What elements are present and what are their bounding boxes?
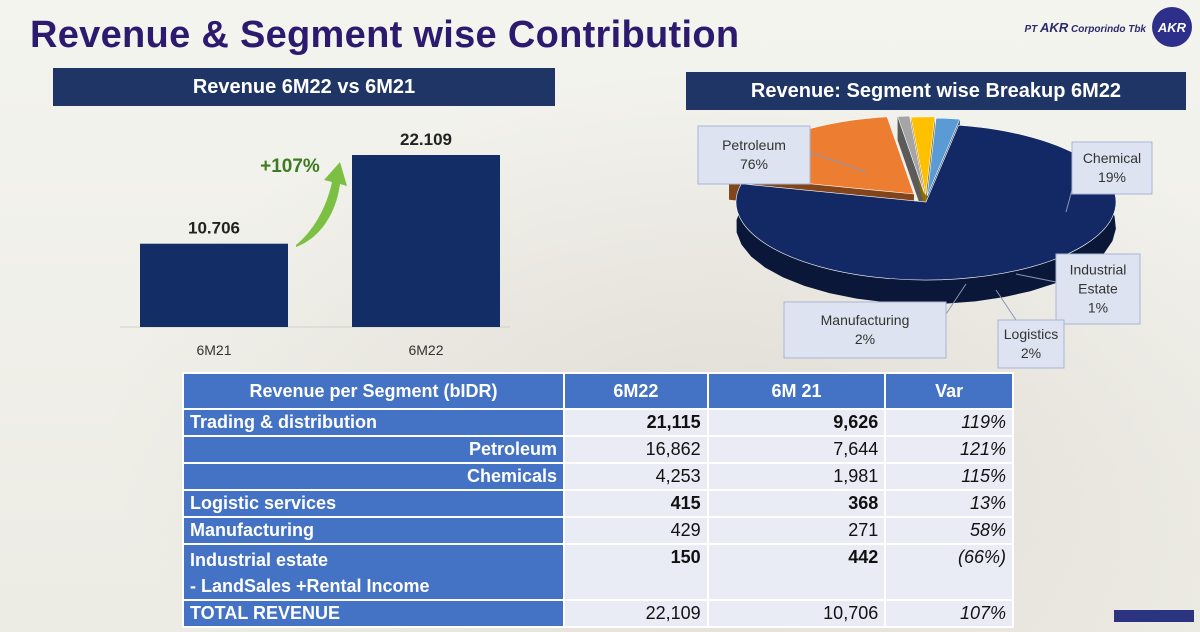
row-value-6m21: 368	[706, 489, 887, 518]
table-row: Chemicals 4,253 1,981 115%	[182, 462, 1014, 491]
row-value-6m21: 442	[706, 543, 887, 601]
row-var: (66%)	[884, 543, 1014, 601]
row-value-6m22: 415	[563, 489, 709, 518]
row-value-6m21: 10,706	[706, 599, 887, 628]
brand-suffix: Corporindo Tbk	[1071, 23, 1146, 35]
pie-callout-chemical: Chemical 19%	[1065, 141, 1153, 213]
row-var: 58%	[884, 516, 1014, 545]
header-6m21: 6M 21	[706, 372, 887, 410]
corner-accent-bar	[1114, 610, 1194, 622]
bar-category-label: 6M21	[196, 342, 231, 358]
pie-label-text: Estate	[1078, 281, 1118, 297]
pie-label-text: 2%	[855, 331, 875, 347]
brand-logo: AKR	[1152, 7, 1192, 47]
pie-label-text: Industrial	[1070, 262, 1127, 278]
pie-slice-manufacturing	[926, 117, 961, 197]
table-row: Logistic services 415 368 13%	[182, 489, 1014, 518]
segment-breakup-banner: Revenue: Segment wise Breakup 6M22	[686, 72, 1186, 110]
row-var: 115%	[884, 462, 1014, 491]
page-title: Revenue & Segment wise Contribution	[30, 14, 740, 56]
row-label: Trading & distribution	[182, 408, 565, 437]
brand-prefix: PT	[1024, 23, 1038, 35]
row-var: 119%	[884, 408, 1014, 437]
revenue-bar-chart: 10.706 6M21 22.109 6M22 +107%	[100, 110, 520, 360]
growth-arrow-icon	[296, 162, 347, 247]
row-value-6m22: 21,115	[563, 408, 709, 437]
header-6m22: 6M22	[563, 372, 709, 410]
pie-label-text: Petroleum	[722, 137, 786, 153]
row-value-6m21: 271	[706, 516, 887, 545]
row-label: Petroleum	[182, 435, 565, 464]
row-value-6m21: 9,626	[706, 408, 887, 437]
bar-value-label: 10.706	[188, 219, 240, 238]
row-label: Chemicals	[182, 462, 565, 491]
table-row: TOTAL REVENUE 22,109 10,706 107%	[182, 599, 1014, 628]
pie-label-text: 1%	[1088, 300, 1108, 316]
table-row: Petroleum 16,862 7,644 121%	[182, 435, 1014, 464]
pie-label-text: 76%	[740, 156, 768, 172]
row-label: TOTAL REVENUE	[182, 599, 565, 628]
row-label: Logistic services	[182, 489, 565, 518]
pie-callout-industrial-estate: Industrial Estate 1%	[1015, 253, 1141, 325]
segment-pie-chart: Petroleum 76% Chemical 19% Industrial Estate 1…	[686, 112, 1186, 370]
row-value-6m22: 150	[563, 543, 709, 601]
brand-text: PT AKR Corporindo Tbk	[1024, 20, 1146, 35]
row-label-line1: Industrial estate	[190, 550, 329, 570]
row-value-6m22: 429	[563, 516, 709, 545]
row-label-line2: - LandSales +Rental Income	[190, 576, 430, 596]
bar-value-label: 22.109	[400, 130, 452, 149]
revenue-comparison-banner: Revenue 6M22 vs 6M21	[53, 68, 555, 106]
pie-label-text: Chemical	[1083, 150, 1141, 166]
row-value-6m21: 1,981	[706, 462, 887, 491]
table-row: Manufacturing 429 271 58%	[182, 516, 1014, 545]
bar-6M21	[140, 243, 288, 327]
table-header-row: Revenue per Segment (bIDR) 6M22 6M 21 Va…	[182, 372, 1014, 410]
row-var: 107%	[884, 599, 1014, 628]
bar-category-label: 6M22	[408, 342, 443, 358]
brand: PT AKR Corporindo Tbk AKR	[1024, 6, 1192, 48]
row-var: 13%	[884, 489, 1014, 518]
pie-label-text: Manufacturing	[821, 312, 910, 328]
segment-revenue-table: Revenue per Segment (bIDR) 6M22 6M 21 Va…	[182, 372, 1014, 628]
pie-slice-logistics	[910, 116, 936, 195]
bar-6M22	[352, 155, 500, 327]
row-var: 121%	[884, 435, 1014, 464]
table-row: Trading & distribution 21,115 9,626 119%	[182, 408, 1014, 437]
brand-name: AKR	[1040, 19, 1069, 35]
header-segment: Revenue per Segment (bIDR)	[182, 372, 565, 410]
pie-label-text: 19%	[1098, 169, 1126, 185]
row-value-6m22: 4,253	[563, 462, 709, 491]
table-row: Industrial estate - LandSales +Rental In…	[182, 543, 1014, 601]
bar-chart-svg: 10.706 6M21 22.109 6M22 +107%	[120, 130, 510, 358]
header-var: Var	[884, 372, 1014, 410]
pie-label-text: 2%	[1021, 345, 1041, 361]
growth-annotation: +107%	[260, 156, 320, 177]
pie-callout-petroleum: Petroleum 76%	[697, 125, 867, 185]
row-label: Manufacturing	[182, 516, 565, 545]
row-value-6m22: 22,109	[563, 599, 709, 628]
pie-chart-svg: Petroleum 76% Chemical 19% Industrial Estate 1…	[697, 115, 1153, 369]
row-value-6m22: 16,862	[563, 435, 709, 464]
pie-slice-industrial-estate	[897, 115, 925, 194]
row-label: Industrial estate - LandSales +Rental In…	[182, 543, 565, 601]
pie-callout-manufacturing: Manufacturing 2%	[783, 283, 967, 359]
row-value-6m21: 7,644	[706, 435, 887, 464]
pie-label-text: Logistics	[1004, 326, 1058, 342]
pie-callout-logistics: Logistics 2%	[995, 289, 1065, 369]
